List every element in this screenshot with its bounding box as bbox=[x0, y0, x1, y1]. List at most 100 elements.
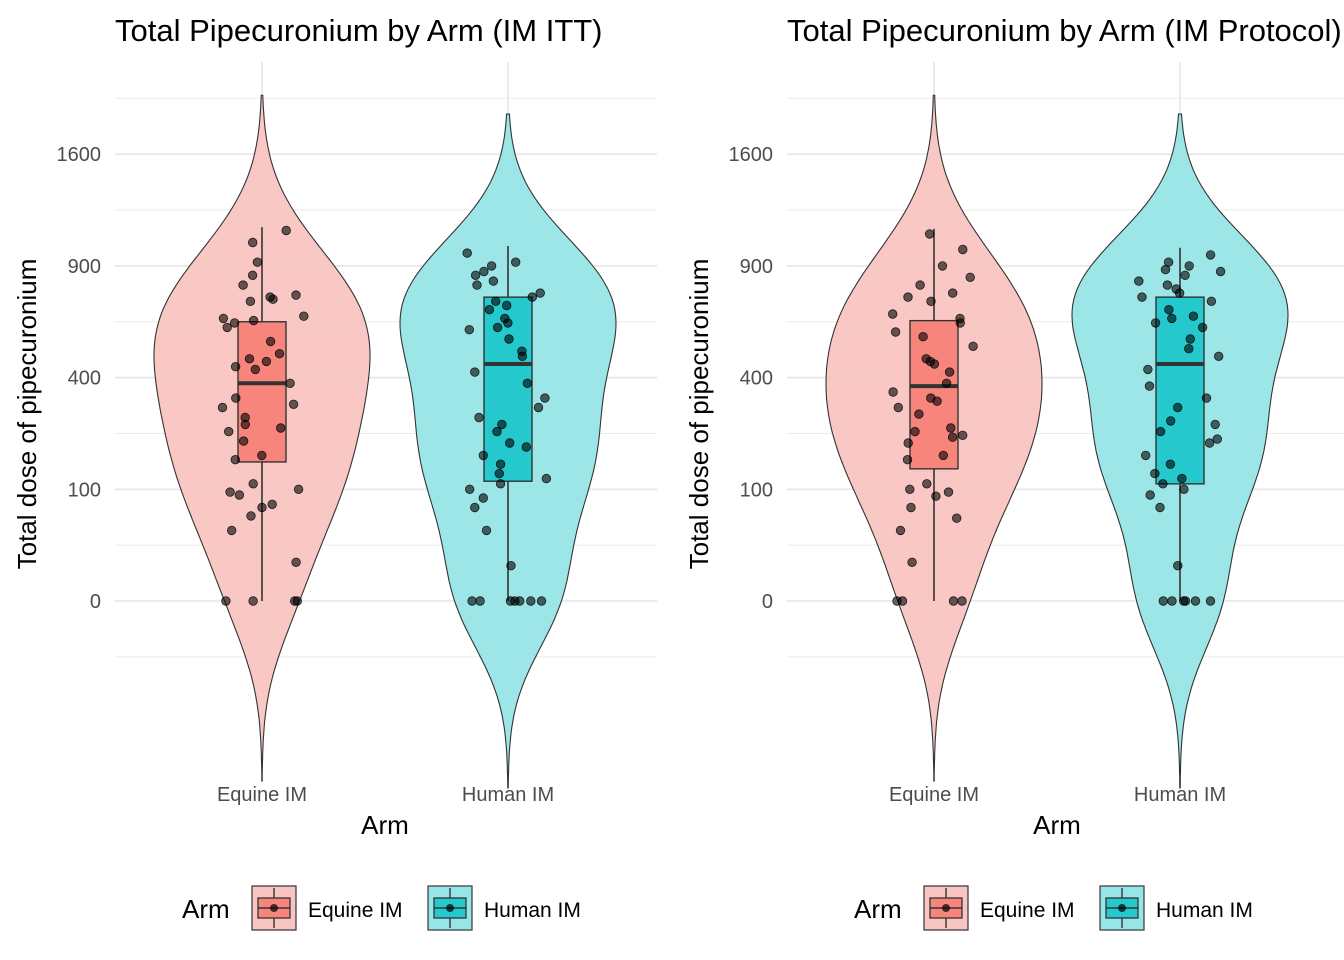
data-point bbox=[248, 479, 258, 489]
data-point bbox=[1155, 426, 1166, 437]
data-point bbox=[1188, 311, 1199, 321]
box-iqr bbox=[1155, 296, 1205, 485]
data-point bbox=[1210, 419, 1220, 430]
data-point bbox=[905, 484, 915, 495]
data-point bbox=[527, 292, 538, 302]
data-point bbox=[478, 493, 489, 503]
y-tick-label: 100 bbox=[740, 479, 773, 501]
violin-layer bbox=[153, 94, 617, 789]
data-point bbox=[1180, 270, 1190, 281]
data-point bbox=[931, 491, 941, 501]
data-point bbox=[1150, 468, 1160, 479]
data-point bbox=[895, 525, 906, 536]
data-point bbox=[292, 596, 303, 606]
x-tick-label: Equine IM bbox=[217, 784, 307, 806]
data-point bbox=[495, 459, 506, 469]
data-point bbox=[257, 502, 267, 513]
data-point bbox=[505, 438, 515, 448]
y-axis-title: Total dose of pipecuronium bbox=[684, 259, 714, 570]
data-point bbox=[926, 296, 936, 307]
data-point bbox=[1140, 450, 1151, 461]
data-point bbox=[1179, 484, 1189, 495]
data-point bbox=[938, 450, 949, 461]
data-point bbox=[1205, 250, 1216, 260]
data-point bbox=[536, 596, 547, 606]
data-point bbox=[247, 270, 258, 281]
legend-label: Equine IM bbox=[980, 899, 1075, 922]
data-point bbox=[1184, 261, 1194, 271]
data-point bbox=[957, 596, 967, 606]
data-point bbox=[464, 325, 475, 335]
data-point bbox=[1206, 296, 1217, 307]
y-tick-label: 100 bbox=[68, 479, 101, 501]
data-point bbox=[1172, 402, 1183, 413]
data-point bbox=[492, 426, 502, 437]
data-point bbox=[965, 272, 975, 283]
data-point bbox=[955, 313, 965, 324]
data-point bbox=[968, 341, 978, 352]
data-point bbox=[291, 557, 301, 568]
data-point bbox=[478, 450, 489, 461]
data-point bbox=[914, 409, 924, 419]
boxplot-layer bbox=[237, 227, 533, 601]
data-point bbox=[265, 336, 276, 347]
data-point bbox=[1213, 351, 1224, 362]
data-point bbox=[952, 513, 962, 523]
chart-title: Total Pipecuronium by Arm (IM ITT) bbox=[115, 13, 603, 48]
data-point bbox=[1215, 266, 1226, 277]
data-point bbox=[293, 484, 304, 495]
data-point bbox=[285, 378, 295, 389]
data-point bbox=[918, 332, 928, 342]
data-point bbox=[915, 280, 925, 290]
data-point bbox=[511, 257, 521, 267]
data-point bbox=[221, 596, 231, 606]
data-point bbox=[910, 426, 920, 437]
data-point bbox=[238, 436, 249, 446]
x-axis-ticks: Equine IM Human IM bbox=[217, 784, 554, 806]
data-point bbox=[470, 502, 480, 513]
data-point bbox=[922, 479, 932, 489]
data-point bbox=[500, 313, 510, 324]
data-point bbox=[497, 419, 507, 430]
data-point bbox=[1137, 292, 1147, 302]
data-point bbox=[1185, 334, 1196, 344]
data-point bbox=[261, 356, 272, 367]
data-point bbox=[1150, 318, 1161, 328]
legend-key-equine-im bbox=[923, 885, 969, 931]
data-point bbox=[491, 296, 501, 307]
data-point bbox=[276, 423, 286, 433]
y-tick-label: 0 bbox=[762, 591, 773, 613]
data-point bbox=[274, 349, 285, 359]
data-point bbox=[1164, 305, 1174, 315]
x-axis-ticks: Equine IM Human IM bbox=[889, 784, 1226, 806]
y-tick-label: 400 bbox=[68, 368, 101, 390]
data-point bbox=[230, 455, 241, 465]
data-point bbox=[510, 596, 520, 606]
data-point bbox=[893, 402, 904, 413]
data-point bbox=[1171, 284, 1181, 294]
data-point bbox=[494, 468, 505, 479]
data-point bbox=[288, 399, 299, 410]
data-point bbox=[247, 237, 258, 248]
data-point bbox=[240, 412, 250, 423]
data-point bbox=[481, 525, 492, 536]
data-point bbox=[1204, 438, 1215, 448]
x-tick-label: Equine IM bbox=[889, 784, 979, 806]
data-point bbox=[245, 296, 256, 307]
data-point bbox=[248, 596, 258, 606]
data-point bbox=[944, 367, 955, 377]
data-point bbox=[257, 450, 267, 461]
data-point bbox=[526, 596, 536, 606]
data-point bbox=[946, 423, 956, 433]
data-point bbox=[921, 354, 931, 364]
legend-label: Equine IM bbox=[308, 899, 403, 922]
data-point bbox=[1177, 473, 1187, 484]
data-point bbox=[1165, 416, 1176, 426]
data-point bbox=[1145, 490, 1155, 500]
data-point bbox=[223, 426, 234, 437]
jitter-points-layer bbox=[217, 225, 552, 606]
data-point bbox=[1134, 276, 1144, 286]
data-point bbox=[958, 244, 968, 255]
data-point bbox=[229, 318, 240, 328]
y-tick-label: 1600 bbox=[729, 144, 774, 166]
